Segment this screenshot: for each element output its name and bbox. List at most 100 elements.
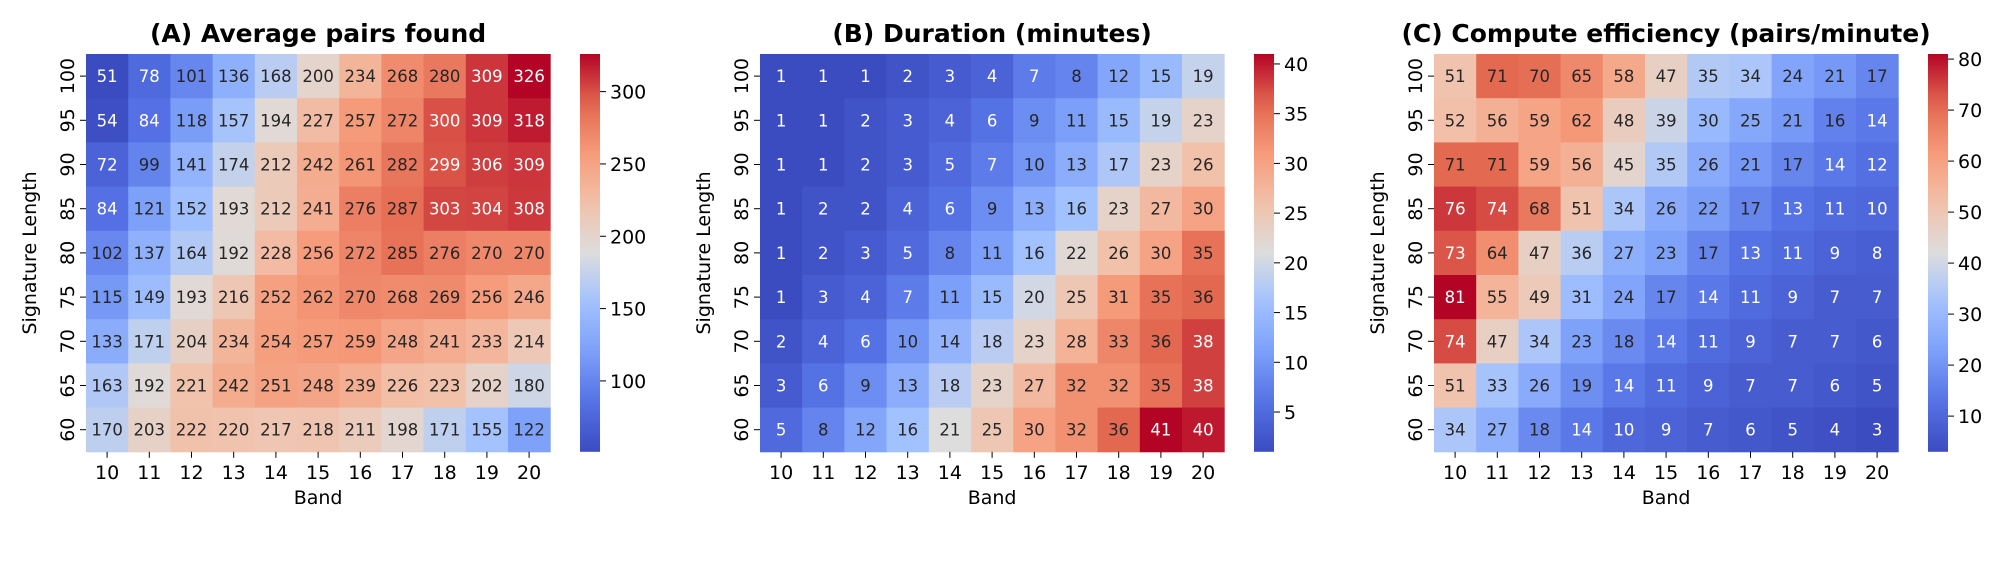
cell-value-label: 40 xyxy=(1193,421,1214,440)
heatmap-cell xyxy=(339,275,382,320)
y-tick-label: 60 xyxy=(1405,418,1427,442)
cell-value-label: 24 xyxy=(1613,288,1634,307)
cell-value-label: 28 xyxy=(1066,332,1087,351)
y-tick-label: 70 xyxy=(57,329,79,353)
heatmap-cell xyxy=(508,319,551,364)
heatmap-cell xyxy=(802,186,845,232)
y-tick-label: 90 xyxy=(731,152,753,176)
cell-value-label: 304 xyxy=(471,200,503,219)
cell-value-label: 64 xyxy=(1487,244,1508,263)
heatmap-cell xyxy=(1434,186,1477,232)
cell-value-label: 26 xyxy=(1698,156,1719,175)
heatmap-cell xyxy=(381,275,425,320)
cell-value-label: 14 xyxy=(1824,156,1845,175)
cell-value-label: 19 xyxy=(1571,377,1592,396)
heatmap-cell xyxy=(297,54,340,99)
cell-value-label: 211 xyxy=(345,421,377,440)
cell-value-label: 239 xyxy=(345,377,377,396)
cell-value-label: 212 xyxy=(260,156,292,175)
heatmap-cell xyxy=(1097,275,1141,320)
cell-value-label: 2 xyxy=(776,332,787,351)
cell-value-label: 32 xyxy=(1108,377,1129,396)
cell-value-label: 48 xyxy=(1613,111,1634,130)
heatmap-cell xyxy=(1602,407,1646,453)
y-axis-label: Signature Length xyxy=(1367,171,1389,334)
cell-value-label: 17 xyxy=(1108,156,1129,175)
cell-value-label: 228 xyxy=(260,244,292,263)
cell-value-label: 59 xyxy=(1529,111,1550,130)
cell-value-label: 10 xyxy=(1024,156,1045,175)
cell-value-label: 254 xyxy=(260,332,292,351)
cell-value-label: 4 xyxy=(818,332,829,351)
heatmap-cell xyxy=(465,407,509,453)
cell-value-label: 222 xyxy=(176,421,208,440)
heatmap-cell xyxy=(1013,54,1056,99)
cell-value-label: 193 xyxy=(218,200,250,219)
y-tick-label: 65 xyxy=(57,373,79,397)
heatmap-cell xyxy=(381,54,425,99)
cell-value-label: 3 xyxy=(860,244,871,263)
x-tick-label: 14 xyxy=(264,462,288,484)
cell-value-label: 13 xyxy=(1782,200,1803,219)
heatmap-cell xyxy=(802,363,845,409)
cell-value-label: 15 xyxy=(1150,67,1171,86)
cell-value-label: 7 xyxy=(1830,332,1841,351)
cell-value-label: 17 xyxy=(1867,67,1888,86)
heatmap-cell xyxy=(928,186,972,232)
heatmap-cell xyxy=(1434,319,1477,364)
heatmap-cell xyxy=(1560,363,1604,409)
cell-value-label: 1 xyxy=(776,288,787,307)
cell-value-label: 7 xyxy=(1745,377,1756,396)
heatmap-cell xyxy=(971,407,1014,453)
cell-value-label: 252 xyxy=(260,288,292,307)
heatmap-cell xyxy=(1729,230,1773,276)
cell-value-label: 212 xyxy=(260,200,292,219)
heatmap-cell xyxy=(128,363,171,409)
colorbar-tick-label: 10 xyxy=(1958,406,1982,428)
cell-value-label: 272 xyxy=(345,244,377,263)
cell-value-label: 23 xyxy=(1150,156,1171,175)
x-axis-label: Band xyxy=(968,487,1017,509)
heatmap-cell xyxy=(802,230,845,276)
heatmap-cell xyxy=(1055,98,1099,143)
heatmap-cell xyxy=(1771,142,1815,188)
cell-value-label: 276 xyxy=(345,200,377,219)
cell-value-label: 25 xyxy=(1740,111,1761,130)
cell-value-label: 12 xyxy=(855,421,876,440)
cell-value-label: 14 xyxy=(1698,288,1719,307)
cell-value-label: 202 xyxy=(471,377,503,396)
cell-value-label: 27 xyxy=(1487,421,1508,440)
y-tick-label: 80 xyxy=(731,241,753,265)
heatmap-cell xyxy=(170,407,214,453)
heatmap-panel-2: 1 1 1 2 3 4 7 8 12 15 191 1 2 3 4 6 9 11 15 19 231 1 2 3 5 7 10 13 1… xyxy=(693,19,1308,509)
heatmap-cell xyxy=(1645,407,1688,453)
y-tick-label: 75 xyxy=(731,285,753,309)
heatmap-cell xyxy=(381,407,425,453)
heatmap-cell xyxy=(1729,186,1773,232)
cell-value-label: 1 xyxy=(860,67,871,86)
heatmap-cell xyxy=(802,142,845,188)
cell-value-label: 30 xyxy=(1024,421,1045,440)
x-tick-label: 17 xyxy=(390,462,414,484)
x-tick-label: 12 xyxy=(853,462,877,484)
cell-value-label: 200 xyxy=(302,67,334,86)
heatmap-cell xyxy=(86,142,129,188)
cell-value-label: 262 xyxy=(302,288,334,307)
cell-value-label: 3 xyxy=(902,111,913,130)
heatmap-cell xyxy=(508,363,551,409)
cell-value-label: 241 xyxy=(302,200,334,219)
y-tick-label: 60 xyxy=(57,418,79,442)
cell-value-label: 121 xyxy=(134,200,166,219)
heatmap-cell xyxy=(1560,319,1604,364)
heatmap-cell xyxy=(1645,275,1688,320)
cell-value-label: 6 xyxy=(987,111,998,130)
cell-value-label: 62 xyxy=(1571,111,1592,130)
heatmap-cell xyxy=(1771,275,1815,320)
x-tick-label: 18 xyxy=(1107,462,1131,484)
cell-value-label: 70 xyxy=(1529,67,1550,86)
cell-value-label: 101 xyxy=(176,67,208,86)
cell-value-label: 14 xyxy=(1867,111,1888,130)
heatmap-cell xyxy=(1560,186,1604,232)
cell-value-label: 1 xyxy=(776,200,787,219)
cell-value-label: 9 xyxy=(1661,421,1672,440)
